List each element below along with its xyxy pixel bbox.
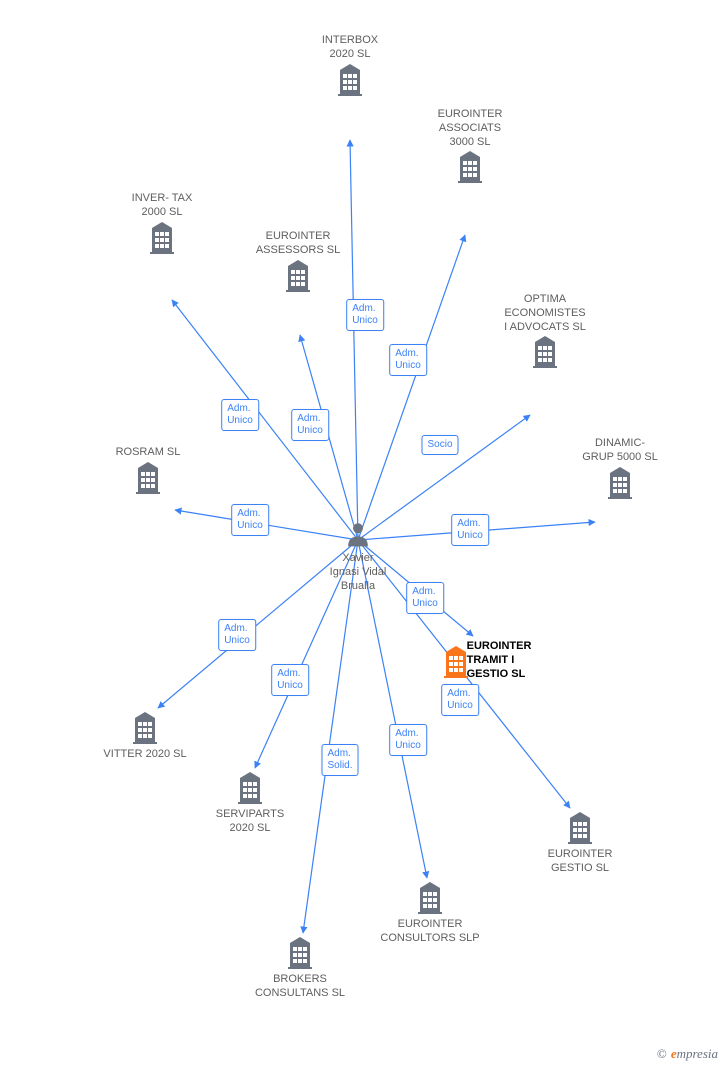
edge-line [303,540,358,933]
company-label: EUROINTER ASSOCIATS 3000 SL [405,108,535,149]
company-label: EUROINTER CONSULTORS SLP [365,918,495,946]
company-node[interactable]: ROSRAM SL [83,442,213,494]
center-person-node[interactable]: Xavier Ignasi Vidal Brualla [313,520,403,593]
company-label: DINAMIC- GRUP 5000 SL [555,437,685,465]
edge-label: Adm. Unico [231,504,269,536]
edge-label: Adm. Solid. [321,744,358,776]
company-node[interactable]: BROKERS CONSULTANS SL [235,935,365,1001]
company-node[interactable]: OPTIMA ECONOMISTES I ADVOCATS SL [480,289,610,368]
building-icon [453,149,487,183]
company-node[interactable]: EUROINTER ASSESSORS SL [233,226,363,292]
building-icon [413,880,447,914]
company-node[interactable]: VITTER 2020 SL [80,710,210,762]
company-label: EUROINTER TRAMIT I GESTIO SL [467,640,532,681]
company-node[interactable]: EUROINTER ASSOCIATS 3000 SL [405,104,535,183]
company-label: INTERBOX 2020 SL [285,34,415,62]
edge-label: Adm. Unico [291,409,329,441]
company-node[interactable]: EUROINTER TRAMIT I GESTIO SL [405,640,565,681]
company-label: VITTER 2020 SL [80,748,210,762]
company-node[interactable]: EUROINTER GESTIO SL [515,810,645,876]
center-person-label: Xavier Ignasi Vidal Brualla [313,552,403,593]
company-node[interactable]: DINAMIC- GRUP 5000 SL [555,433,685,499]
company-label: EUROINTER GESTIO SL [515,848,645,876]
edge-label: Adm. Unico [346,299,384,331]
company-node[interactable]: INVER- TAX 2000 SL [97,188,227,254]
building-icon [131,460,165,494]
edge-label: Adm. Unico [389,724,427,756]
building-icon [281,258,315,292]
edge-label: Adm. Unico [218,619,256,651]
edge-label: Adm. Unico [406,582,444,614]
company-label: ROSRAM SL [83,446,213,460]
building-icon [563,810,597,844]
company-node[interactable]: INTERBOX 2020 SL [285,30,415,96]
company-label: EUROINTER ASSESSORS SL [233,230,363,258]
edge-label: Adm. Unico [271,664,309,696]
company-node[interactable]: EUROINTER CONSULTORS SLP [365,880,495,946]
copyright-rest: mpresia [677,1046,718,1061]
building-icon [603,465,637,499]
building-icon [333,62,367,96]
edge-label: Socio [421,435,458,455]
copyright: ©empresia [657,1046,718,1062]
building-icon [283,935,317,969]
person-icon [344,520,372,548]
building-icon [128,710,162,744]
building-icon [233,770,267,804]
diagram-canvas: Xavier Ignasi Vidal Brualla INTERBOX 2020… [0,0,728,1070]
company-label: INVER- TAX 2000 SL [97,192,227,220]
company-label: SERVIPARTS 2020 SL [185,808,315,836]
company-label: OPTIMA ECONOMISTES I ADVOCATS SL [480,293,610,334]
company-node[interactable]: SERVIPARTS 2020 SL [185,770,315,836]
building-icon [145,220,179,254]
edge-label: Adm. Unico [221,399,259,431]
edge-line [358,235,465,540]
edge-label: Adm. Unico [441,684,479,716]
building-icon [528,334,562,368]
edge-label: Adm. Unico [451,514,489,546]
copyright-symbol: © [657,1046,667,1061]
edge-line [350,140,358,540]
edge-label: Adm. Unico [389,344,427,376]
company-label: BROKERS CONSULTANS SL [235,973,365,1001]
